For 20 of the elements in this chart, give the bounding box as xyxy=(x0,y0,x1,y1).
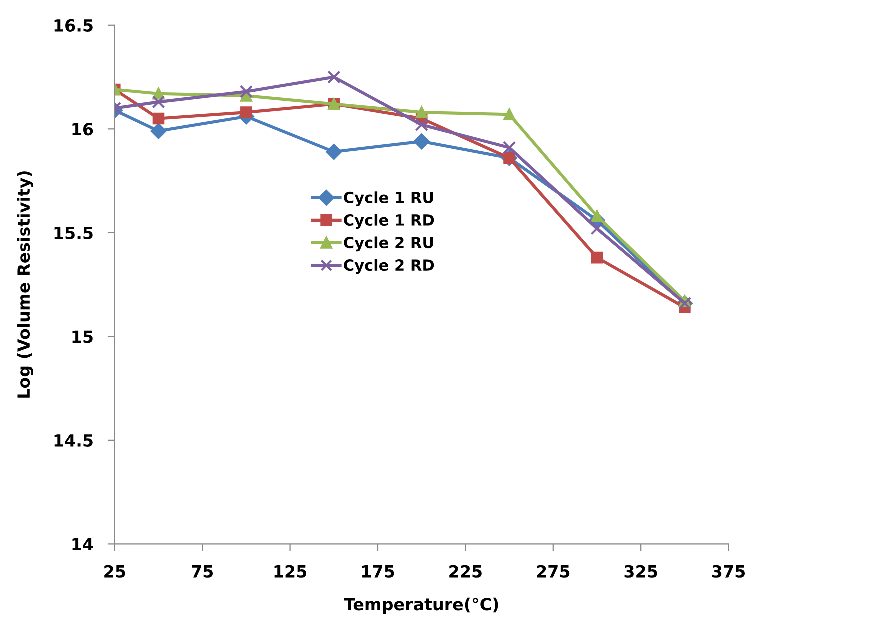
legend-label: Cycle 2 RD xyxy=(344,259,434,274)
x-tick-label: 225 xyxy=(450,565,482,578)
x-axis-title: Temperature(°C) xyxy=(344,598,498,614)
y-tick-label: 14 xyxy=(72,538,94,551)
legend-label: Cycle 2 RU xyxy=(344,236,434,252)
x-tick-label: 175 xyxy=(362,566,394,578)
x-tick-label: 275 xyxy=(537,565,570,578)
x-tick-label: 75 xyxy=(192,566,214,578)
legend-label: Cycle 1 RU xyxy=(344,192,434,207)
x-tick-label: 125 xyxy=(274,565,307,578)
y-axis-title: Log (Volume Resistivity) xyxy=(17,172,34,398)
y-tick-label: 14.5 xyxy=(54,434,93,448)
y-tick-label: 16.5 xyxy=(54,19,93,32)
y-tick-label: 15.5 xyxy=(54,227,93,240)
x-tick-label: 325 xyxy=(624,565,658,578)
y-tick-label: 16 xyxy=(72,123,94,136)
x-tick-label: 25 xyxy=(104,565,126,578)
x-tick-label: 375 xyxy=(712,565,746,578)
y-tick-label: 15 xyxy=(72,330,93,344)
legend-label: Cycle 1 RD xyxy=(344,214,434,230)
